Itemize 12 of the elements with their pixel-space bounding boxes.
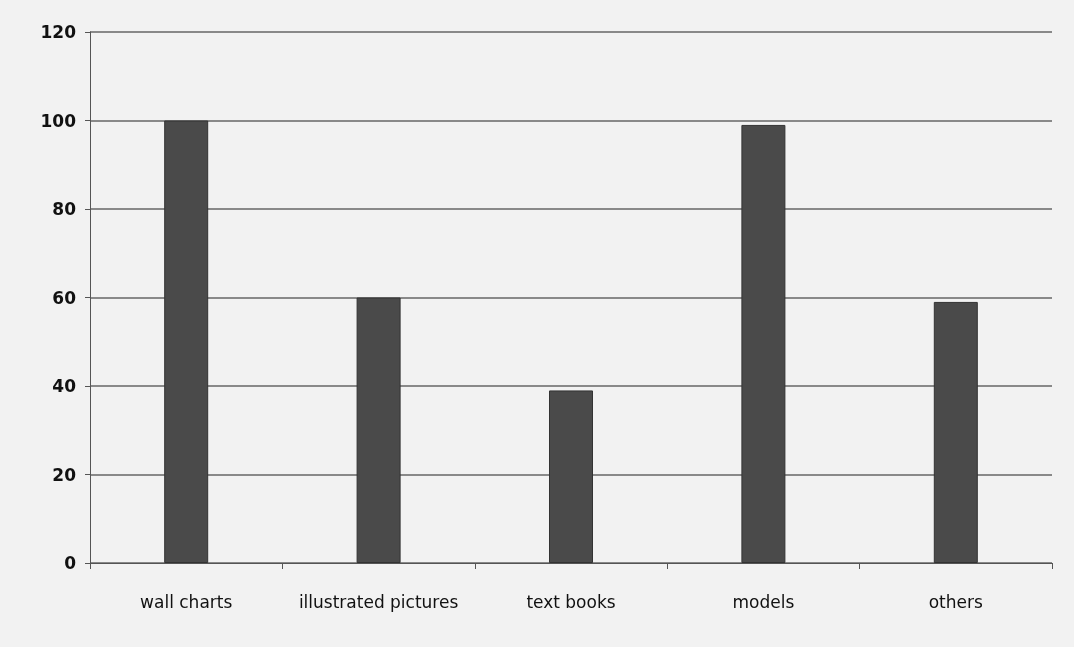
y-tick-label: 20 (52, 464, 77, 485)
x-tick-label: illustrated pictures (298, 591, 459, 612)
y-tick-label: 40 (52, 376, 77, 396)
x-tick-label: wall charts (140, 591, 233, 612)
y-tick-label: 100 (40, 110, 77, 131)
x-tick-label: others (928, 591, 984, 612)
x-tick-label: text books (526, 591, 616, 612)
y-tick-label: 0 (64, 553, 77, 573)
y-tick-label: 120 (40, 22, 77, 42)
x-tick-label: models (732, 591, 795, 612)
y-tick-label: 60 (52, 287, 77, 308)
y-tick-label: 80 (52, 199, 77, 219)
